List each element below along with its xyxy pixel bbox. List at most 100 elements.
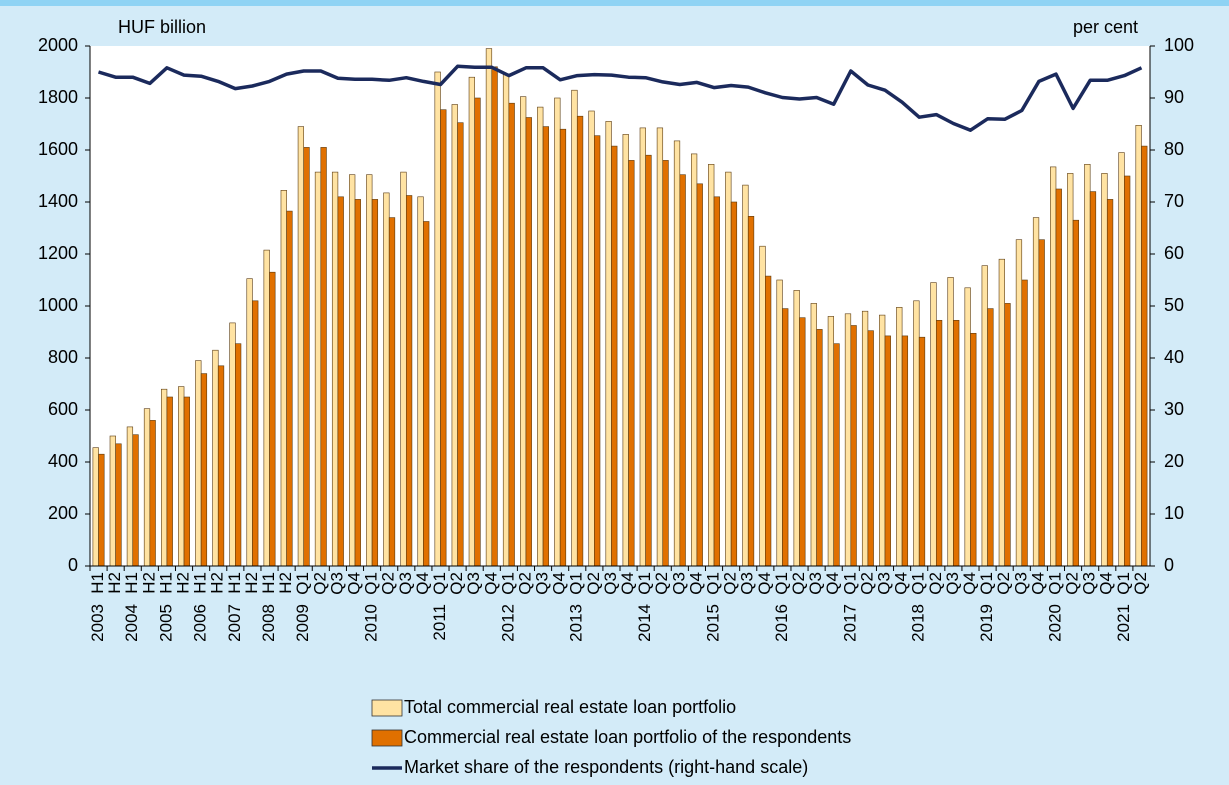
bar — [1021, 279, 1028, 567]
bar — [354, 199, 361, 567]
bar — [280, 190, 287, 567]
x-group-label: 2015 — [704, 604, 723, 642]
y2-axis-label: per cent — [1073, 17, 1138, 37]
bar — [178, 386, 185, 567]
bar — [383, 192, 390, 567]
x-group-label: 2008 — [259, 604, 278, 642]
x-group-label: 2013 — [567, 604, 586, 642]
bar — [303, 147, 310, 567]
bar — [554, 97, 561, 567]
x-tick-label: Q3 — [1080, 572, 1099, 595]
legend-swatch — [371, 699, 403, 717]
x-tick-label: H1 — [122, 572, 141, 594]
bar — [337, 196, 344, 567]
bar — [810, 303, 817, 567]
bar — [782, 308, 789, 567]
bar — [901, 335, 909, 567]
x-tick-label: Q3 — [327, 572, 346, 595]
bar — [542, 126, 550, 567]
bar — [742, 184, 749, 567]
bar — [1101, 173, 1108, 567]
bar — [827, 316, 835, 567]
x-tick-label: Q4 — [755, 572, 774, 595]
x-tick-label: Q3 — [806, 572, 825, 595]
x-tick-label: Q1 — [977, 572, 996, 595]
bar — [884, 335, 891, 567]
x-group-label: 2020 — [1045, 604, 1064, 642]
bar — [656, 127, 664, 567]
x-group-label: 2003 — [88, 604, 107, 642]
bar — [195, 360, 202, 567]
bar — [879, 314, 886, 567]
x-tick-label: Q3 — [669, 572, 688, 595]
x-tick-label: Q1 — [1045, 572, 1064, 595]
x-tick-label: H2 — [174, 572, 193, 594]
x-tick-label: Q1 — [840, 572, 859, 595]
bar — [1141, 145, 1148, 567]
bar — [537, 106, 544, 567]
bar — [269, 271, 276, 567]
bar — [964, 287, 971, 567]
bar — [1106, 199, 1114, 567]
x-group-label: 2010 — [362, 604, 381, 642]
x-group-label: 2005 — [156, 604, 175, 642]
bar — [987, 308, 994, 567]
bar — [833, 343, 840, 567]
y-tick-label: 400 — [48, 451, 78, 471]
y2-tick-label: 0 — [1164, 555, 1174, 575]
bar — [673, 140, 681, 567]
bar — [594, 135, 601, 567]
line — [97, 64, 1143, 132]
y-tick-label: 1000 — [38, 295, 78, 315]
x-group-label: 2011 — [430, 604, 449, 641]
legend-label: Total commercial real estate loan portfo… — [404, 697, 736, 717]
bar — [217, 365, 225, 567]
bar — [628, 160, 635, 567]
x-group-label: 2007 — [225, 604, 244, 642]
bar — [725, 171, 732, 567]
bar — [200, 373, 208, 567]
x-group-label: 2004 — [122, 604, 141, 642]
bar — [320, 147, 327, 567]
x-tick-label: Q1 — [567, 572, 586, 595]
bar — [747, 216, 755, 567]
bar — [1135, 125, 1142, 567]
x-tick-label: Q2 — [584, 572, 603, 595]
bar — [639, 127, 646, 567]
x-tick-label: Q1 — [293, 572, 312, 595]
bar — [679, 174, 686, 567]
bar — [1004, 303, 1011, 567]
x-tick-label: Q2 — [1063, 572, 1082, 595]
x-tick-label: H1 — [191, 572, 210, 594]
bar — [143, 408, 151, 567]
y-tick-label: 1600 — [38, 139, 78, 159]
y-tick-label: 1800 — [38, 87, 78, 107]
y2-tick-label: 90 — [1164, 87, 1184, 107]
bar — [508, 102, 515, 567]
x-tick-label: Q3 — [533, 572, 552, 595]
bar — [622, 134, 629, 567]
bar — [970, 332, 977, 567]
bar — [132, 434, 139, 567]
y2-tick-label: 80 — [1164, 139, 1184, 159]
bar — [212, 349, 219, 567]
bar — [896, 306, 903, 567]
x-tick-label: Q4 — [1028, 572, 1047, 595]
bar — [1032, 217, 1040, 567]
bar — [918, 336, 926, 567]
bar — [166, 396, 173, 567]
bar — [263, 249, 270, 567]
x-tick-label: Q1 — [430, 572, 449, 595]
x-group-label: 2018 — [909, 604, 928, 642]
bar — [1072, 219, 1080, 567]
x-tick-label: Q4 — [686, 572, 705, 595]
bar — [588, 110, 595, 567]
bar — [149, 420, 156, 567]
x-tick-label: Q1 — [635, 572, 654, 595]
bar — [98, 453, 105, 567]
bar — [730, 201, 738, 567]
bar — [457, 122, 464, 567]
bar — [423, 221, 430, 567]
x-tick-label: Q2 — [994, 572, 1013, 595]
x-group-label: 2009 — [293, 604, 312, 642]
